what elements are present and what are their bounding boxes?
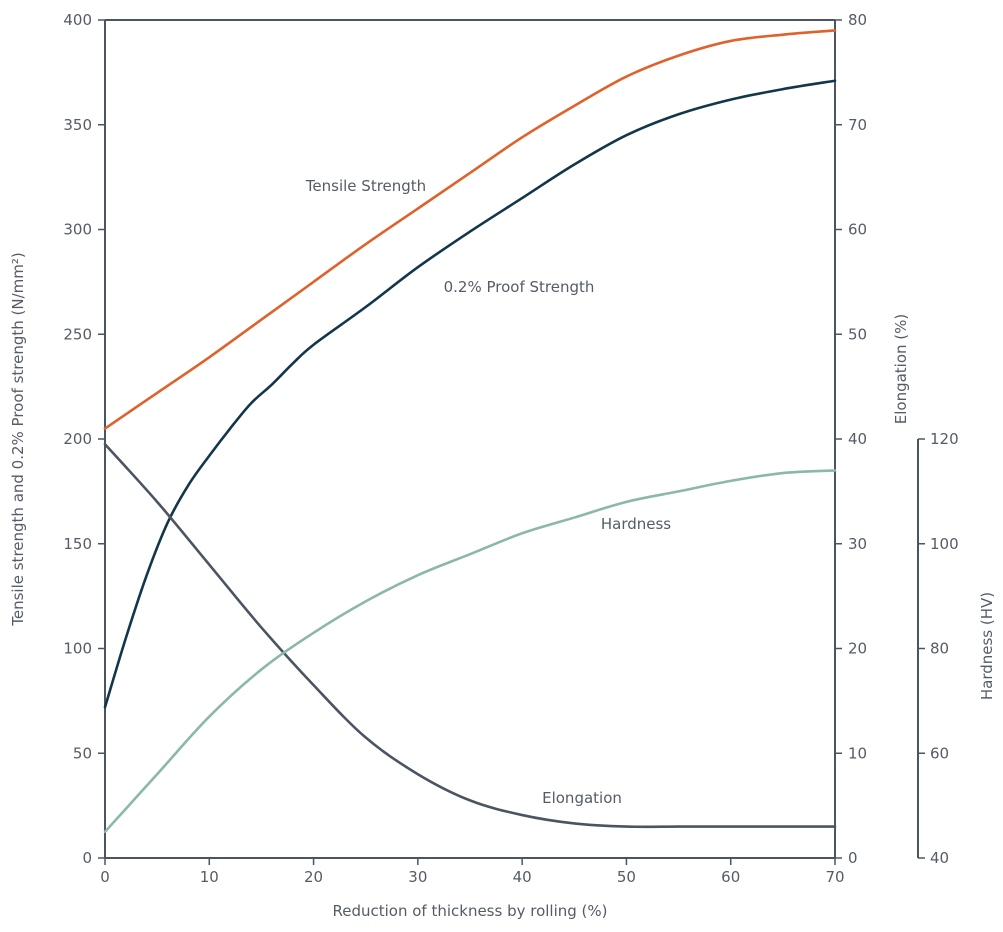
x-tick-label: 50 — [617, 868, 636, 886]
x-tick-label: 60 — [721, 868, 740, 886]
tensile-strength-label: Tensile Strength — [305, 177, 426, 195]
x-axis-title: Reduction of thickness by rolling (%) — [332, 902, 607, 920]
hardness-tick-label: 80 — [930, 640, 949, 658]
left-tick-label: 400 — [63, 11, 92, 29]
hardness-tick-label: 40 — [930, 849, 949, 867]
series-layer — [103, 29, 837, 834]
x-tick-label: 0 — [100, 868, 110, 886]
right-tick-label: 40 — [848, 430, 867, 448]
elongation-line — [103, 442, 837, 829]
right-tick-label: 20 — [848, 640, 867, 658]
hardness-line — [103, 469, 837, 834]
hardness-tick-label: 100 — [930, 535, 959, 553]
x-tick-label: 40 — [513, 868, 532, 886]
proof-strength-label: 0.2% Proof Strength — [444, 278, 595, 296]
elongation-label: Elongation — [542, 789, 622, 807]
right-tick-label: 70 — [848, 116, 867, 134]
x-tick-label: 20 — [304, 868, 323, 886]
left-tick-label: 100 — [63, 640, 92, 658]
left-axis-title: Tensile strength and 0.2% Proof strength… — [9, 252, 27, 627]
left-tick-label: 200 — [63, 430, 92, 448]
hardness-tick-label: 60 — [930, 744, 949, 762]
0-2-proof-strength-line — [103, 79, 837, 709]
right-tick-label: 0 — [848, 849, 858, 867]
tensile-strength-line — [103, 29, 837, 430]
left-tick-label: 50 — [73, 744, 92, 762]
right-tick-label: 60 — [848, 221, 867, 239]
left-tick-label: 250 — [63, 325, 92, 343]
left-tick-label: 300 — [63, 221, 92, 239]
x-tick-label: 10 — [200, 868, 219, 886]
left-tick-label: 150 — [63, 535, 92, 553]
x-tick-label: 30 — [408, 868, 427, 886]
left-tick-label: 350 — [63, 116, 92, 134]
hardness-label: Hardness — [601, 515, 671, 533]
right-tick-label: 30 — [848, 535, 867, 553]
right-tick-label: 80 — [848, 11, 867, 29]
x-tick-label: 70 — [825, 868, 844, 886]
right-axis-title: Elongation (%) — [892, 314, 910, 425]
axes-layer: 0 10 20 30 40 50 60 700501001502002503003504000… — [63, 11, 958, 886]
hardness-tick-label: 120 — [930, 430, 959, 448]
labels-layer: Reduction of thickness by rolling (%) Te… — [9, 177, 996, 920]
left-tick-label: 0 — [82, 849, 92, 867]
right-tick-label: 50 — [848, 325, 867, 343]
hardness-axis-title: Hardness (HV) — [978, 592, 996, 700]
right-tick-label: 10 — [848, 744, 867, 762]
